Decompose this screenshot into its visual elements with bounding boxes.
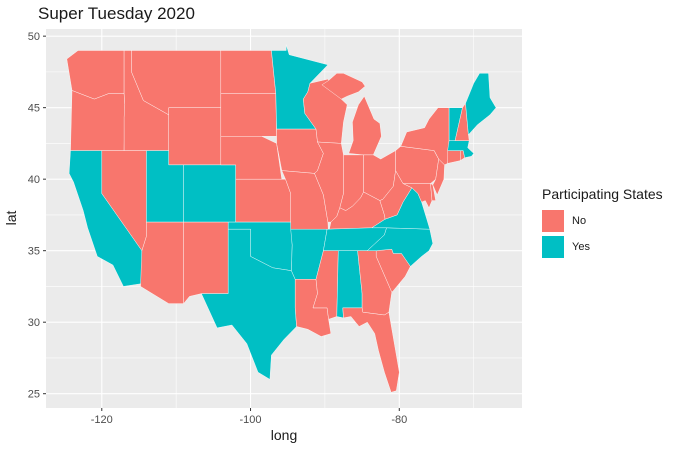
- y-tick-label: 25: [28, 389, 40, 401]
- state-mississippi: [312, 250, 339, 320]
- x-tick-label: -120: [91, 414, 113, 426]
- state-new-mexico: [183, 221, 229, 305]
- legend: Participating States No Yes: [542, 186, 663, 260]
- y-axis-title: lat: [3, 211, 19, 226]
- y-tick-label: 40: [28, 174, 40, 186]
- state-colorado: [183, 164, 236, 223]
- state-texas: [201, 228, 297, 380]
- legend-label-no: No: [572, 215, 587, 227]
- y-axis-ticks: 25 30 35 40 45 50: [28, 31, 46, 401]
- state-maine: [465, 73, 497, 136]
- chart-title: Super Tuesday 2020: [38, 4, 195, 23]
- legend-item-yes: Yes: [542, 234, 663, 260]
- legend-key-yes: [542, 236, 564, 258]
- legend-title: Participating States: [542, 186, 663, 202]
- legend-key-no: [542, 210, 564, 232]
- x-tick-label: -100: [240, 414, 262, 426]
- y-tick-label: 45: [28, 103, 40, 115]
- state-layer: [66, 44, 497, 393]
- state-pennsylvania: [395, 146, 439, 184]
- state-delaware: [430, 183, 436, 201]
- x-axis-ticks: -120 -100 -80: [91, 408, 407, 426]
- state-north-dakota: [220, 50, 277, 94]
- y-tick-label: 35: [28, 246, 40, 258]
- state-wyoming: [168, 107, 222, 166]
- y-tick-label: 30: [28, 317, 40, 329]
- state-florida: [342, 307, 400, 393]
- legend-item-no: No: [542, 208, 663, 234]
- x-axis-title: long: [271, 427, 297, 443]
- x-tick-label: -80: [391, 414, 407, 426]
- state-oregon: [70, 90, 126, 151]
- y-tick-label: 50: [28, 31, 40, 43]
- state-south-dakota: [220, 93, 277, 137]
- legend-label-yes: Yes: [572, 241, 590, 253]
- state-iowa: [276, 128, 324, 174]
- state-michigan-upper: [321, 73, 366, 100]
- state-kansas: [235, 178, 291, 223]
